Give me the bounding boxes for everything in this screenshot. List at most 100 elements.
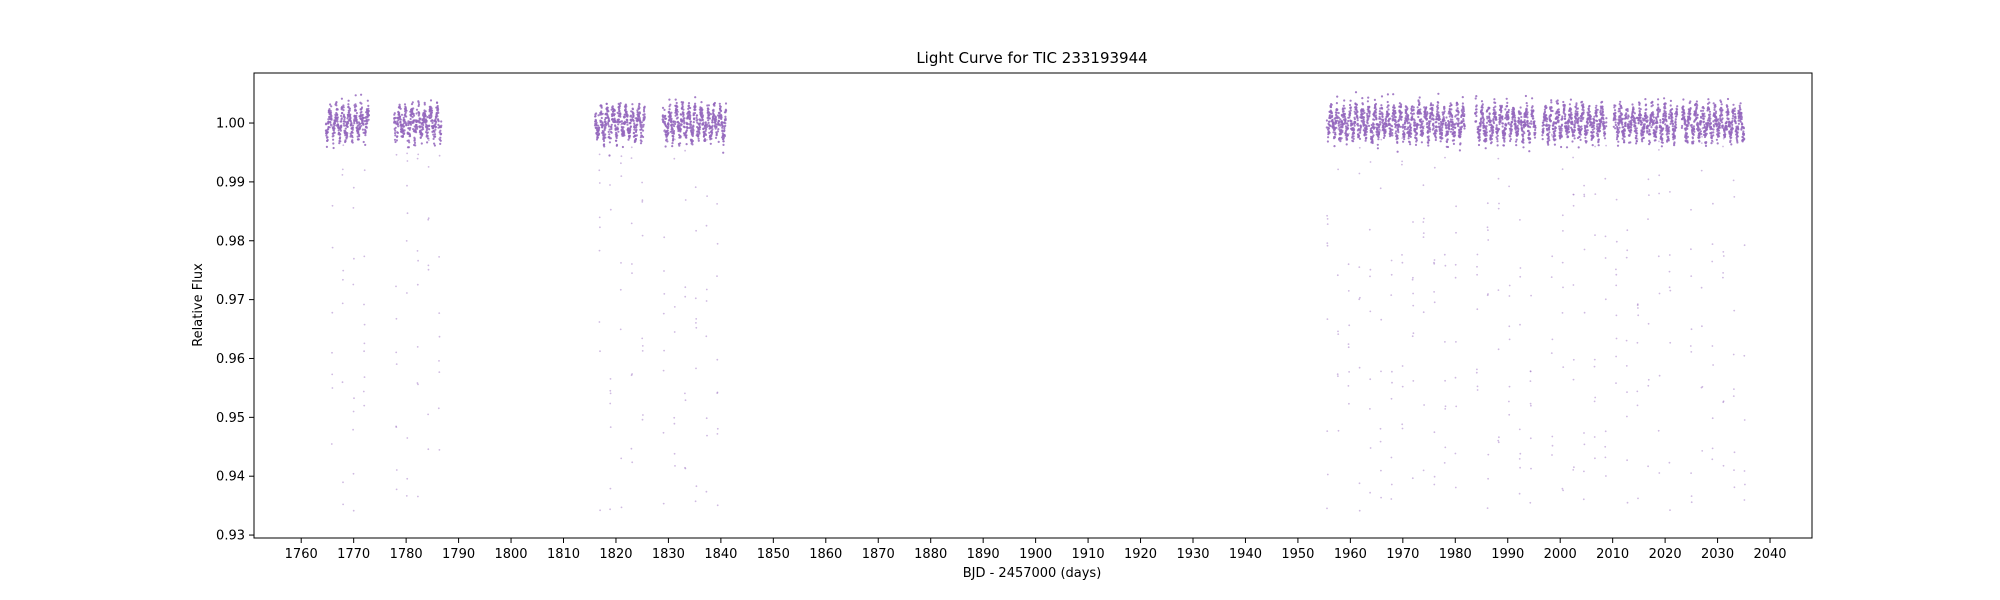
data-point	[332, 134, 335, 137]
data-point	[1412, 106, 1415, 109]
data-point	[1526, 104, 1529, 107]
data-point	[675, 101, 678, 105]
data-point	[720, 114, 723, 117]
data-point	[1525, 102, 1528, 105]
data-point	[1530, 404, 1532, 407]
data-point	[397, 125, 400, 128]
data-point	[1391, 381, 1393, 384]
data-point	[1519, 275, 1522, 278]
data-point	[394, 116, 397, 119]
data-point	[1548, 139, 1551, 142]
data-point	[1573, 126, 1576, 129]
data-point	[1373, 126, 1376, 129]
data-point	[626, 119, 629, 122]
data-point	[703, 138, 707, 141]
data-point	[716, 358, 719, 361]
data-point	[605, 102, 608, 105]
data-point	[1374, 106, 1377, 109]
data-point	[1509, 132, 1513, 135]
data-point	[1353, 118, 1356, 121]
data-point	[1633, 119, 1636, 123]
data-point	[1521, 128, 1524, 131]
data-point	[1335, 111, 1338, 114]
data-point	[705, 417, 708, 420]
data-point	[1432, 124, 1435, 128]
data-point	[1532, 109, 1535, 112]
data-point	[1614, 121, 1617, 124]
data-point	[670, 111, 673, 114]
data-point	[1596, 108, 1599, 111]
data-point	[670, 120, 673, 123]
data-point	[336, 108, 339, 111]
data-point	[1519, 452, 1522, 455]
data-point	[1452, 139, 1456, 142]
data-point	[1573, 137, 1576, 140]
data-point	[1508, 325, 1511, 328]
data-point	[1597, 138, 1600, 141]
data-point	[1361, 103, 1364, 106]
data-point	[1443, 110, 1446, 113]
data-point	[1443, 107, 1446, 110]
data-point	[334, 115, 337, 118]
data-point	[1377, 136, 1380, 139]
data-point	[1571, 121, 1574, 124]
data-point	[432, 137, 435, 140]
data-point	[1455, 405, 1458, 408]
data-point	[1584, 136, 1587, 139]
data-point	[1374, 114, 1377, 117]
data-point	[427, 217, 430, 220]
data-point	[1326, 223, 1329, 226]
data-point	[1618, 110, 1621, 113]
data-point	[694, 500, 697, 503]
data-point	[351, 139, 354, 142]
data-point	[1619, 100, 1622, 103]
data-point	[1382, 136, 1385, 139]
data-point	[346, 135, 349, 138]
data-point	[1358, 482, 1361, 485]
data-point	[1438, 115, 1441, 118]
data-point	[710, 137, 713, 140]
data-point	[699, 122, 702, 125]
data-point	[690, 123, 693, 127]
data-point	[1401, 163, 1403, 166]
data-point	[347, 105, 350, 108]
data-point	[1545, 114, 1548, 117]
data-point	[1567, 126, 1570, 129]
data-point	[1582, 111, 1585, 114]
data-point	[1497, 441, 1500, 444]
data-points	[324, 91, 1746, 512]
data-point	[689, 114, 692, 117]
data-point	[363, 323, 366, 326]
data-point	[1505, 97, 1508, 100]
data-point	[1358, 172, 1361, 175]
data-point	[724, 118, 727, 121]
data-point	[1565, 146, 1569, 149]
data-point	[672, 129, 676, 133]
data-point	[1669, 509, 1671, 511]
data-point	[1593, 400, 1596, 403]
data-point	[424, 110, 427, 113]
data-point	[604, 120, 607, 123]
data-point	[333, 131, 336, 134]
data-point	[698, 132, 701, 135]
data-point	[395, 153, 398, 156]
data-point	[434, 135, 437, 138]
data-point	[331, 351, 333, 354]
data-point	[348, 109, 351, 112]
data-point	[1573, 119, 1577, 123]
data-point	[1658, 292, 1661, 295]
data-point	[1448, 115, 1451, 118]
data-point	[1495, 124, 1498, 127]
data-point	[1422, 184, 1425, 187]
data-point	[1491, 134, 1494, 137]
data-point	[364, 143, 367, 146]
data-point	[1482, 118, 1485, 121]
data-point	[1564, 113, 1567, 116]
data-point	[1664, 123, 1667, 126]
data-point	[1326, 140, 1329, 143]
data-point	[1448, 128, 1451, 131]
data-point	[1427, 144, 1430, 147]
data-point	[1391, 125, 1394, 128]
data-point	[1526, 122, 1529, 125]
